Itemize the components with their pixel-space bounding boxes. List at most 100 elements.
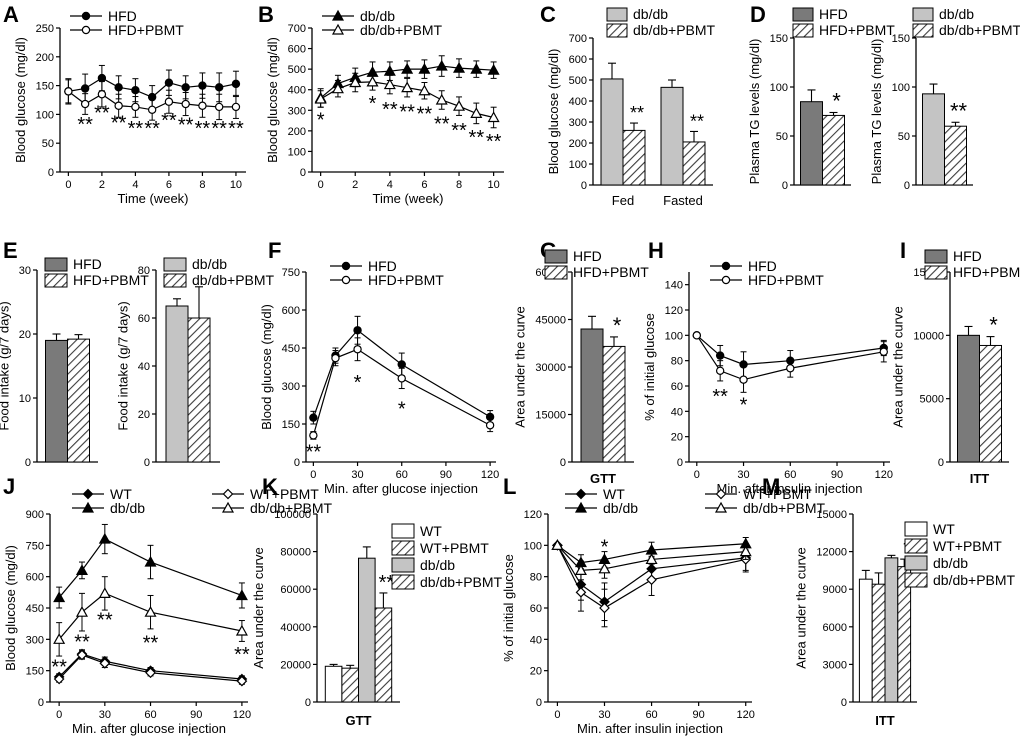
significance-mark: *	[740, 395, 748, 417]
significance-mark: **	[97, 609, 113, 631]
legend-swatch	[904, 555, 928, 571]
y-tick-label: 600	[282, 305, 300, 317]
x-tick-label: 0	[554, 709, 560, 721]
significance-mark: **	[417, 103, 433, 125]
y-tick-label: 100	[524, 540, 542, 552]
x-tick-label: 30	[598, 709, 610, 721]
x-tick-label: 120	[233, 709, 251, 721]
data-point	[97, 90, 107, 99]
legend-swatch	[163, 257, 187, 272]
legend-label: db/db+PBMT	[933, 572, 1016, 588]
legend-marker	[222, 488, 234, 500]
y-tick-label: 80	[530, 572, 542, 584]
bar	[358, 557, 376, 703]
y-tick-label: 100000	[274, 509, 311, 521]
y-tick-label: 80000	[280, 547, 311, 559]
legend-swatch	[544, 249, 568, 264]
y-tick-label: 450	[26, 603, 44, 615]
data-point	[198, 101, 207, 110]
data-point	[435, 93, 448, 105]
legend-swatch	[44, 257, 68, 272]
legend-label: db/db	[110, 500, 145, 516]
y-axis-label: % of initial glucose	[642, 313, 657, 421]
x-tick-label: 90	[190, 709, 202, 721]
data-point	[353, 345, 362, 354]
significance-mark: **	[379, 572, 395, 594]
legend-marker	[715, 488, 727, 500]
y-tick-label: 100	[770, 82, 788, 94]
significance-mark: *	[317, 110, 325, 132]
legend-marker	[331, 23, 345, 35]
data-point	[599, 602, 610, 614]
legend-swatch	[163, 273, 187, 288]
significance-mark: **	[451, 120, 467, 142]
legend-label: HFD	[368, 258, 397, 274]
data-point	[485, 421, 495, 430]
significance-mark: **	[144, 118, 160, 140]
series-db-db	[53, 523, 248, 609]
y-tick-label: 15000	[535, 410, 566, 422]
x-tick-label: 6	[421, 179, 427, 191]
y-tick-label: 0	[294, 457, 300, 469]
y-tick-label: 100	[288, 146, 306, 158]
y-tick-label: 0	[560, 457, 566, 469]
x-tick-label: 60	[645, 709, 657, 721]
x-tick-label: 8	[456, 179, 462, 191]
y-tick-label: 200	[288, 126, 306, 138]
y-axis-label: Blood glucose (mg/dl)	[546, 49, 561, 175]
legend-label: db/db+PBMT	[743, 500, 826, 516]
significance-mark: **	[178, 115, 194, 137]
data-point	[75, 564, 89, 576]
chart-panel-f: F 0 150 300 450 600 750 Blood glucose (mg/dl) 0 3…	[259, 238, 499, 496]
chart-panel-d: D 0 50 100 150 Plasma TG levels (mg/dl) * HFDHF…	[747, 2, 895, 192]
panel-label: L	[503, 474, 516, 499]
bar	[822, 114, 845, 186]
y-tick-label: 0	[48, 167, 54, 179]
bar	[67, 338, 90, 463]
legend-label: HFD+PBMT	[748, 272, 824, 288]
x-tick-label: 8	[199, 179, 205, 191]
y-tick-label: 0	[938, 457, 944, 469]
legend-swatch	[924, 265, 948, 280]
series-hfd	[64, 64, 241, 110]
bar	[165, 305, 189, 463]
legend-marker	[575, 488, 587, 500]
chart-panel-g: G015000300004500060000Area under the cur…	[513, 238, 650, 486]
data-point	[453, 61, 466, 73]
data-point	[646, 574, 657, 586]
y-tick-label: 500	[288, 64, 306, 76]
x-tick-label: 30	[351, 469, 363, 481]
series-db-db-pbmt	[53, 576, 248, 657]
legend-swatch	[904, 538, 928, 554]
significance-mark: *	[832, 88, 841, 113]
y-tick-label: 450	[282, 343, 300, 355]
y-tick-label: 40	[530, 634, 542, 646]
y-tick-label: 200	[36, 52, 54, 64]
bar	[858, 578, 873, 703]
significance-mark: *	[989, 313, 998, 338]
x-tick-label: 90	[693, 709, 705, 721]
y-tick-label: 150	[770, 33, 788, 45]
y-tick-label: 20	[671, 432, 683, 444]
x-tick-label: 30	[737, 469, 749, 481]
data-point	[383, 78, 396, 90]
data-point	[598, 562, 611, 574]
y-axis-label: Area under the curve	[794, 547, 809, 668]
data-point	[453, 99, 466, 111]
legend-swatch	[606, 7, 628, 22]
y-tick-label: 6000	[823, 622, 847, 634]
x-axis-label: Time (week)	[372, 191, 443, 206]
x-tick-label: 90	[440, 469, 452, 481]
legend-marker	[714, 501, 728, 513]
data-point	[131, 102, 140, 112]
y-tick-label: 0	[904, 180, 910, 192]
y-tick-label: 700	[288, 23, 306, 35]
x-tick-label: 2	[99, 179, 105, 191]
bar	[374, 607, 393, 703]
chart-panel-a: A 0 50 100 150 200 250 Blood glucose (mg/dl) 0 2 4…	[3, 2, 246, 206]
y-tick-label: 300	[288, 105, 306, 117]
data-point	[75, 605, 89, 617]
significance-mark: **	[74, 631, 90, 653]
bar	[187, 317, 211, 463]
